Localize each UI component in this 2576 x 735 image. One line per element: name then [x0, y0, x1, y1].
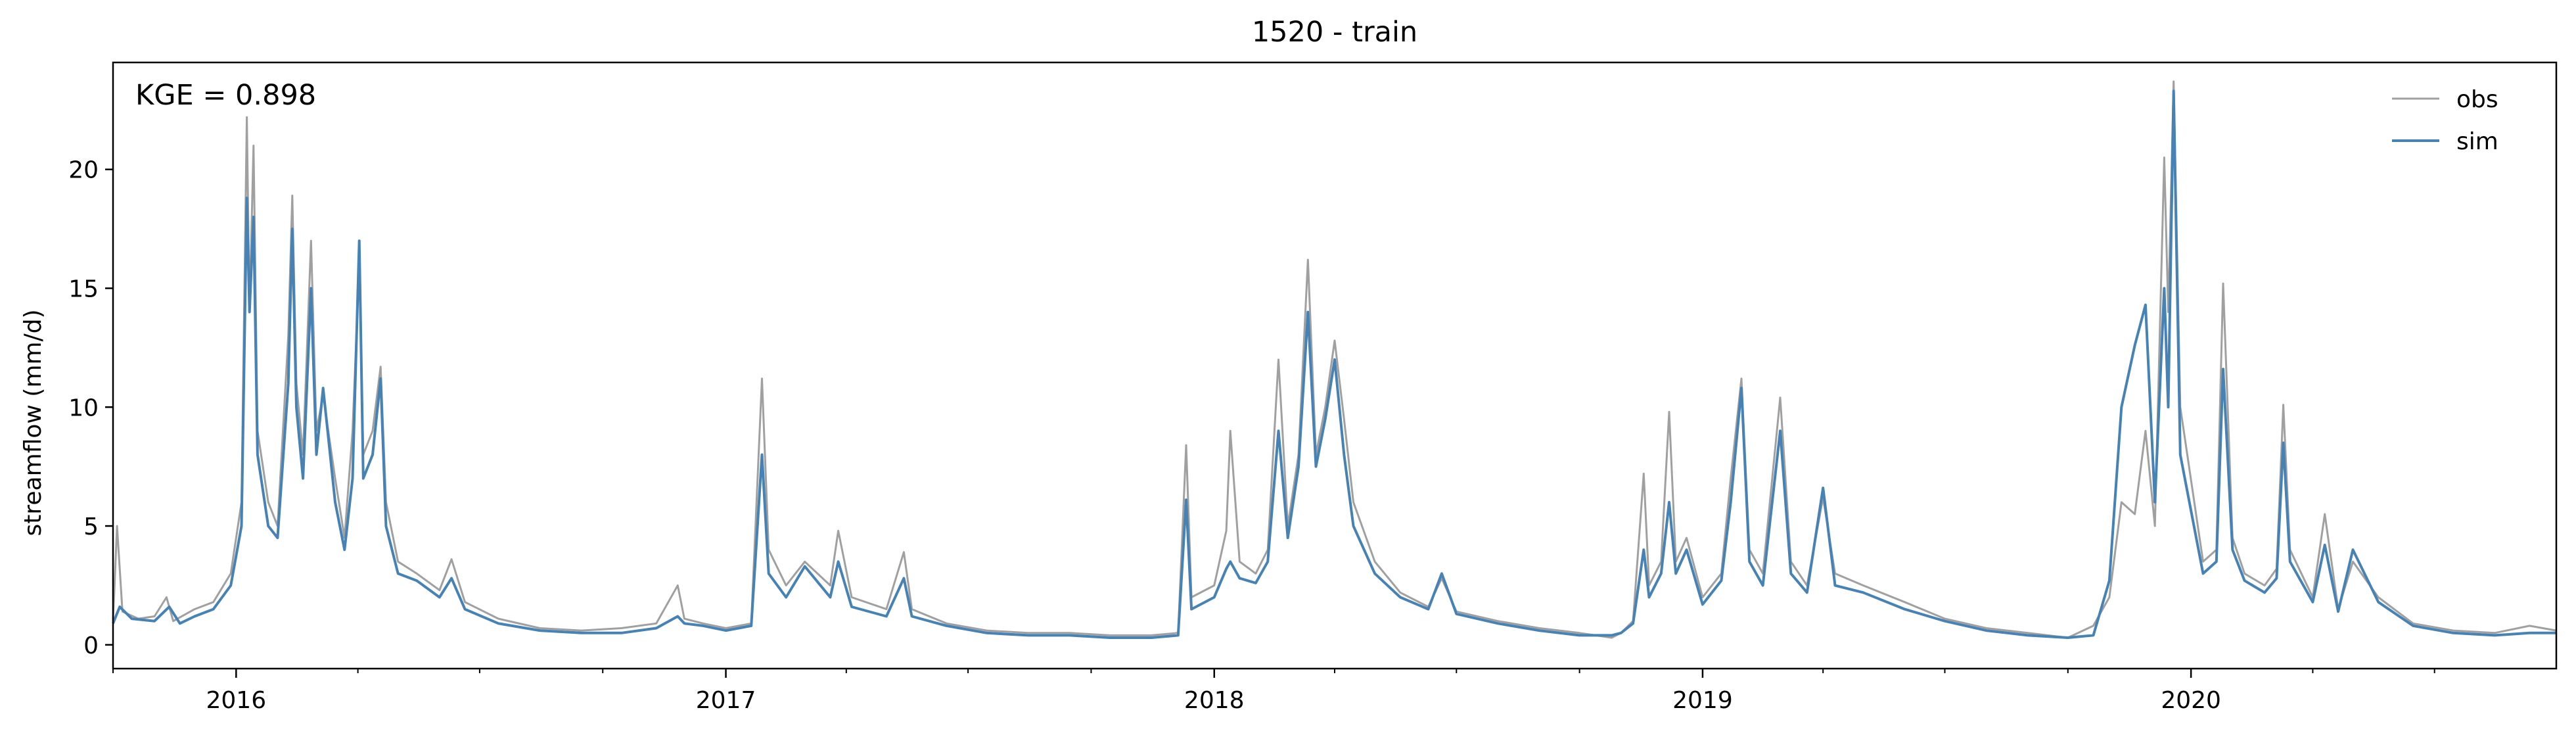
y-tick-label: 5 [83, 513, 99, 540]
x-tick-label: 2016 [206, 687, 267, 714]
y-tick-label: 0 [83, 632, 99, 659]
y-tick-label: 10 [68, 394, 99, 421]
x-axis-ticks: 2016 2017 2018 2019 2020 [112, 669, 2435, 714]
legend-label-obs: obs [2456, 86, 2498, 113]
legend: obs sim [2392, 86, 2498, 155]
y-tick-label: 15 [68, 275, 99, 302]
plot-frame [112, 61, 2558, 670]
chart-title: 1520 - train [1252, 16, 1417, 49]
kge-annotation: KGE = 0.898 [135, 79, 316, 112]
y-tick-label: 20 [68, 157, 99, 184]
series-line-obs [112, 80, 2557, 639]
y-axis-label: streamflow (mm/d) [20, 310, 47, 536]
legend-label-sim: sim [2456, 128, 2498, 155]
x-tick-label: 2019 [1672, 687, 1733, 714]
x-tick-label: 2017 [696, 687, 756, 714]
x-tick-label: 2020 [2161, 687, 2221, 714]
x-tick-label: 2018 [1184, 687, 1245, 714]
y-axis-ticks: 0 5 10 15 20 [68, 157, 113, 659]
series-line-sim [112, 89, 2556, 639]
series-layer [112, 80, 2557, 639]
